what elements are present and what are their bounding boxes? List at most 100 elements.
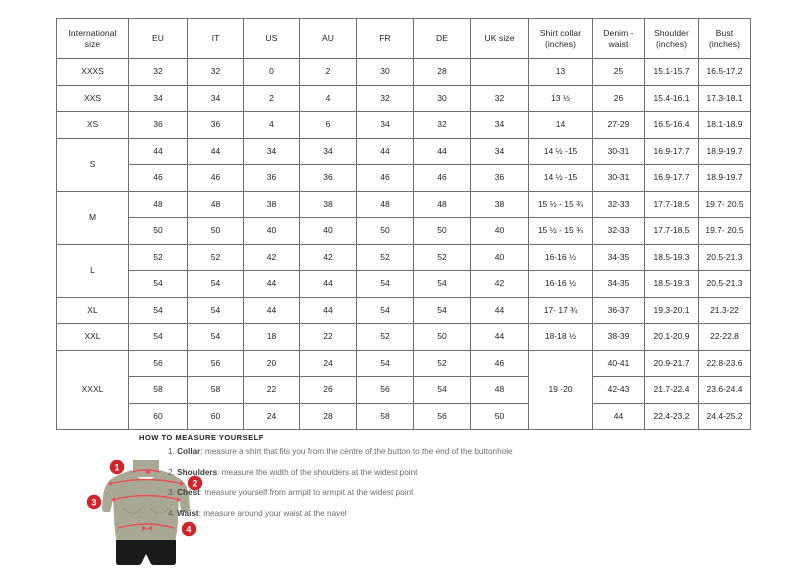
table-cell: 46	[356, 164, 414, 192]
column-header-line: International	[68, 27, 117, 38]
measure-instruction-text: : measure yourself from armpit to armpit…	[199, 488, 414, 498]
table-header-row: International size EU IT US AU FR DE UK size Shir…	[56, 18, 751, 59]
table-row: 50 50 40 40 50 50 40 15 ½ - 15 ¾ 32-33 17.7-18.5 1…	[57, 217, 751, 245]
column-header-line: size	[84, 38, 101, 49]
table-cell: 50	[128, 217, 188, 245]
table-cell: 30-31	[592, 137, 645, 165]
table-cell: 52	[413, 349, 471, 377]
table-cell: 36	[243, 164, 300, 192]
table-row: XS 36 36 4 6 34 32 34 14 27-29 16.5-16.4 18.1-18.9	[56, 111, 751, 139]
measure-instruction-term: Collar	[177, 447, 201, 456]
table-cell: 52	[356, 323, 414, 351]
table-cell: 13	[528, 58, 593, 86]
table-cell: 40	[243, 217, 300, 245]
table-cell: 18.5-19.3	[644, 243, 699, 271]
table-cell: 20.5-21.3	[698, 243, 751, 271]
table-cell: 34	[187, 84, 244, 112]
table-cell: 21.3-22	[698, 296, 751, 324]
table-cell: 56	[187, 349, 244, 377]
table-cell: 60	[128, 402, 188, 430]
table-cell: 36	[187, 111, 244, 139]
table-cell: 44	[413, 137, 471, 165]
badge-3: 3	[86, 494, 102, 510]
table-row: S 44 44 34 34 44 44 34 14 ½ -15 30-31 16.9-17.7 18.…	[56, 137, 751, 192]
table-cell: 54	[128, 270, 188, 298]
column-header-5: FR	[356, 18, 414, 59]
table-cell: 20	[243, 349, 300, 377]
table-cell: 32-33	[592, 217, 645, 245]
waist-arrowhead-left	[142, 526, 147, 531]
table-body: XXXS 32 32 0 2 30 28 13 25 15.1-15.7 16.5-17.2 XXS 3…	[56, 58, 751, 430]
table-cell: 14	[528, 111, 593, 139]
international-size-cell: XXS	[56, 84, 129, 112]
measure-instruction-text: : measure a shirt that fits you from the…	[200, 447, 513, 456]
measure-instruction-number: 4.	[168, 508, 175, 518]
table-row: L 52 52 42 42 52 52 40 16-16 ½ 34-35 18.5-19.3 20.5…	[56, 243, 751, 298]
torso-shape	[102, 470, 190, 542]
measure-instruction-number: 1.	[168, 447, 175, 456]
table-cell: 30	[356, 58, 414, 86]
table-cell: 44	[128, 137, 188, 165]
table-cell: 22-22.8	[698, 323, 751, 351]
how-to-measure-section: HOW TO MEASURE YOURSELF	[56, 428, 756, 566]
table-cell: 16.9-17.7	[644, 137, 699, 165]
measure-instruction-2: 2. Shoulders: measure the width of the s…	[168, 467, 728, 478]
table-cell: 38	[470, 190, 529, 218]
table-row: XXXS 32 32 0 2 30 28 13 25 15.1-15.7 16.5-17.2	[56, 58, 751, 86]
table-cell: 26	[592, 84, 645, 112]
column-header-line: Shoulder	[654, 27, 689, 38]
column-header-3: US	[243, 18, 300, 59]
table-cell: 44	[470, 296, 529, 324]
table-cell: 50	[470, 402, 529, 430]
table-cell: 17- 17 ¾	[528, 296, 593, 324]
table-cell: 20.5-21.3	[698, 270, 751, 298]
table-cell: 28	[299, 402, 357, 430]
table-cell: 2	[243, 84, 300, 112]
table-cell: 32-33	[592, 190, 645, 218]
table-cell: 50	[356, 217, 414, 245]
table-cell: 52	[413, 243, 471, 271]
badge-1-label: 1	[115, 462, 120, 472]
table-cell: 4	[243, 111, 300, 139]
column-header-line: AU	[321, 33, 334, 44]
column-header-line: US	[265, 33, 278, 44]
table-cell: 48	[413, 190, 471, 218]
table-cell: 60	[187, 402, 244, 430]
column-header-line: Shirt collar	[539, 27, 582, 38]
waist-arrowhead-right	[147, 526, 152, 531]
table-cell: 58	[356, 402, 414, 430]
measure-instruction-3: 3. Chest: measure yourself from armpit t…	[168, 487, 728, 498]
international-size-cell: L	[56, 243, 129, 298]
table-cell: 54	[128, 296, 188, 324]
table-row: 46 46 36 36 46 46 36 14 ½ -15 30-31 16.9-17.7 18.9…	[57, 164, 751, 192]
table-cell: 56	[356, 376, 414, 404]
column-header-10: Shoulder (inches)	[644, 18, 699, 59]
international-size-cell: XS	[56, 111, 129, 139]
column-header-1: EU	[128, 18, 188, 59]
column-header-line: FR	[379, 33, 391, 44]
table-cell: 44	[187, 137, 244, 165]
table-cell: 0	[243, 58, 300, 86]
table-cell: 26	[299, 376, 357, 404]
table-cell: 36	[299, 164, 357, 192]
column-header-line: IT	[211, 33, 220, 44]
table-row: 54 54 44 44 54 54 42 16-16 ½ 34-35 18.5-19.3 20.5-…	[57, 270, 751, 298]
column-header-line: Bust (inches)	[708, 27, 741, 49]
table-cell: 36	[470, 164, 529, 192]
table-cell: 44	[356, 137, 414, 165]
table-cell: 32	[413, 111, 471, 139]
table-cell: 54	[413, 270, 471, 298]
table-cell: 52	[356, 243, 414, 271]
shoulders-measure-arrow	[108, 478, 184, 485]
table-cell: 50	[187, 217, 244, 245]
table-cell: 6	[299, 111, 357, 139]
table-row: XXL 54 54 18 22 52 50 44 18-18 ½ 38-39 20.1-20.9 22…	[56, 323, 751, 351]
table-cell: 42	[243, 243, 300, 271]
table-row: M 48 48 38 38 48 48 38 15 ½ - 15 ¾ 32-33 17.7-18.5…	[56, 190, 751, 245]
table-cell: 22.8-23.6	[698, 349, 751, 377]
table-cell: 32	[128, 58, 188, 86]
table-cell: 16-16 ½	[528, 243, 593, 271]
measure-instruction-text: : measure around your waist at the navel	[198, 508, 347, 518]
badge-2: 2	[187, 475, 203, 491]
table-cell: 54	[356, 296, 414, 324]
